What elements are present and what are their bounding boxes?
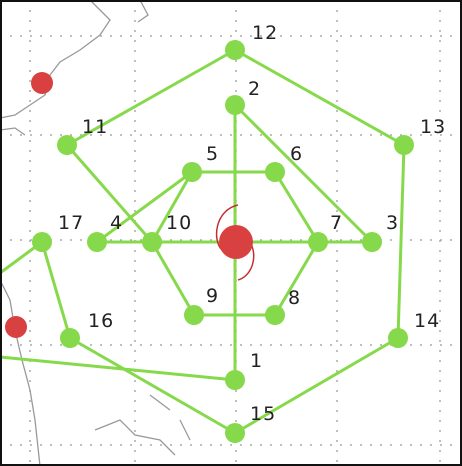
flight-leg xyxy=(233,103,374,244)
flight-leg xyxy=(65,144,154,243)
waypoint-label: 5 xyxy=(206,143,219,165)
waypoint xyxy=(394,135,414,155)
waypoint xyxy=(225,370,245,390)
flight-legs xyxy=(0,48,406,435)
coast xyxy=(94,394,191,456)
waypoint-label: 13 xyxy=(420,116,446,138)
waypoint xyxy=(142,232,162,252)
waypoint xyxy=(265,305,285,325)
waypoint xyxy=(87,232,107,252)
waypoint-label: 7 xyxy=(330,212,343,234)
waypoint-label: 1 xyxy=(250,350,263,372)
flight-leg xyxy=(234,48,405,147)
waypoint-label: 14 xyxy=(414,310,440,332)
waypoint xyxy=(60,328,80,348)
flight-leg xyxy=(234,336,399,435)
waypoint-label: 9 xyxy=(206,285,219,307)
coastline xyxy=(0,0,191,466)
waypoint-label: 12 xyxy=(252,22,278,44)
flight-leg xyxy=(69,336,236,435)
flight-leg xyxy=(0,355,236,382)
coast xyxy=(0,0,149,136)
flight-leg xyxy=(150,171,194,243)
red-marker xyxy=(5,316,27,338)
waypoint-label: 4 xyxy=(110,212,123,234)
waypoint-label: 8 xyxy=(288,287,301,309)
flight-leg xyxy=(150,241,196,316)
waypoint xyxy=(388,328,408,348)
waypoint xyxy=(308,232,328,252)
waypoint-label: 2 xyxy=(248,78,261,100)
coast xyxy=(0,0,111,119)
storm-center xyxy=(219,225,253,259)
flight-leg xyxy=(396,144,406,339)
waypoint-label: 15 xyxy=(250,403,276,425)
flight-leg xyxy=(273,171,320,243)
waypoint-label: 6 xyxy=(290,143,303,165)
flight-leg xyxy=(66,48,236,147)
waypoint xyxy=(265,162,285,182)
waypoint xyxy=(57,135,77,155)
waypoint xyxy=(225,423,245,443)
waypoint xyxy=(182,162,202,182)
waypoint xyxy=(225,95,245,115)
waypoint xyxy=(362,232,382,252)
waypoint xyxy=(184,305,204,325)
waypoint xyxy=(32,232,52,252)
flight-leg xyxy=(273,241,320,316)
flight-leg xyxy=(40,241,72,339)
waypoint xyxy=(225,40,245,60)
waypoints: 12 2 11 13 5 6 17 4 10 7 3 9 8 16 14 1 15 xyxy=(32,22,446,443)
waypoint-label: 16 xyxy=(88,310,114,332)
waypoint-label: 3 xyxy=(386,212,399,234)
waypoint-label: 10 xyxy=(166,212,192,234)
waypoint-label: 11 xyxy=(82,116,108,138)
waypoint-label: 17 xyxy=(58,212,84,234)
red-marker xyxy=(31,72,53,94)
flight-leg xyxy=(96,170,193,244)
